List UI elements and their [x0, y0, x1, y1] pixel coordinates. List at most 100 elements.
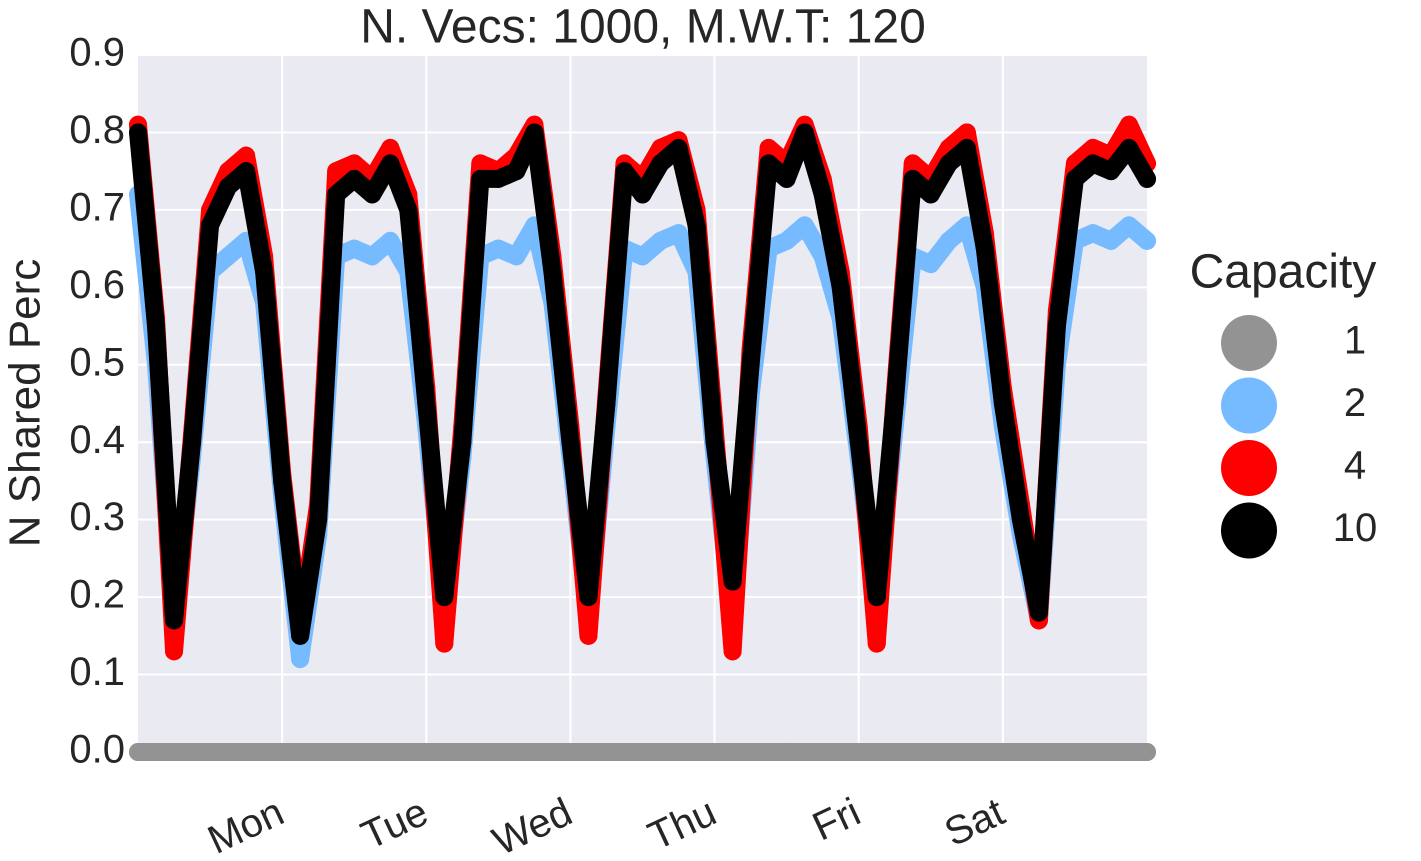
point: [291, 743, 310, 761]
point: [471, 743, 490, 761]
point: [777, 169, 796, 188]
point: [921, 255, 940, 274]
y-tick-label: 0.7: [69, 185, 125, 229]
point: [705, 433, 724, 452]
y-tick-label: 0.4: [69, 418, 125, 462]
point: [543, 743, 562, 761]
point: [759, 154, 778, 173]
point: [147, 743, 166, 761]
y-tick-label: 0.3: [69, 495, 125, 539]
point: [345, 239, 364, 258]
point: [1083, 743, 1102, 761]
point: [255, 262, 274, 281]
point: [1083, 224, 1102, 243]
point: [1119, 138, 1138, 157]
point: [867, 588, 886, 607]
point: [507, 162, 526, 181]
point: [417, 743, 436, 761]
point: [399, 743, 418, 761]
point: [669, 224, 688, 243]
point: [237, 743, 256, 761]
point: [1083, 154, 1102, 173]
point: [201, 216, 220, 235]
point: [903, 154, 922, 173]
point: [201, 743, 220, 761]
point: [1065, 743, 1084, 761]
point: [489, 743, 508, 761]
point: [849, 433, 868, 452]
point: [759, 138, 778, 157]
point: [723, 642, 742, 661]
point: [921, 185, 940, 204]
point: [615, 743, 634, 761]
point: [741, 743, 760, 761]
point: [435, 743, 454, 761]
x-tick-label: Wed: [486, 790, 578, 861]
point: [165, 743, 184, 761]
point: [867, 634, 886, 653]
point: [309, 510, 328, 529]
point: [651, 231, 670, 250]
point: [183, 743, 202, 761]
y-tick-label: 0.1: [69, 650, 125, 694]
point: [381, 138, 400, 157]
point: [813, 185, 832, 204]
point: [903, 169, 922, 188]
point: [165, 611, 184, 630]
point: [957, 138, 976, 157]
point: [543, 262, 562, 281]
x-tick-label: Fri: [806, 790, 867, 850]
y-tick-label: 0.5: [69, 340, 125, 384]
legend-marker: [1221, 315, 1277, 371]
point: [831, 743, 850, 761]
x-tick-label: Sat: [938, 790, 1011, 855]
point: [1011, 510, 1030, 529]
point: [579, 743, 598, 761]
point: [471, 154, 490, 173]
point: [147, 317, 166, 336]
point: [525, 123, 544, 142]
point: [903, 743, 922, 761]
point: [453, 433, 472, 452]
point: [741, 355, 760, 374]
y-tick-label: 0.2: [69, 573, 125, 617]
point: [435, 634, 454, 653]
point: [579, 588, 598, 607]
point: [219, 177, 238, 196]
point: [345, 169, 364, 188]
point: [183, 433, 202, 452]
point: [597, 743, 616, 761]
point: [831, 278, 850, 297]
point: [1138, 743, 1156, 761]
point: [1011, 743, 1030, 761]
point: [363, 185, 382, 204]
point: [255, 743, 274, 761]
point: [813, 743, 832, 761]
x-tick-label: Thu: [642, 790, 723, 859]
point: [993, 743, 1012, 761]
legend-marker: [1221, 440, 1277, 496]
point: [489, 239, 508, 258]
point: [345, 743, 364, 761]
point: [795, 123, 814, 142]
point: [957, 123, 976, 142]
legend-label: 2: [1344, 381, 1366, 425]
point: [633, 743, 652, 761]
point: [777, 231, 796, 250]
point: [939, 231, 958, 250]
point: [309, 743, 328, 761]
point: [795, 743, 814, 761]
legend-label: 1: [1344, 319, 1366, 363]
point: [129, 743, 147, 761]
point: [1065, 169, 1084, 188]
point: [453, 743, 472, 761]
point: [795, 216, 814, 235]
y-tick-label: 0.0: [69, 728, 125, 772]
legend-title: Capacity: [1190, 246, 1377, 299]
y-tick-label: 0.9: [69, 31, 125, 75]
point: [633, 247, 652, 266]
point: [1101, 162, 1120, 181]
point: [489, 169, 508, 188]
point: [561, 433, 580, 452]
